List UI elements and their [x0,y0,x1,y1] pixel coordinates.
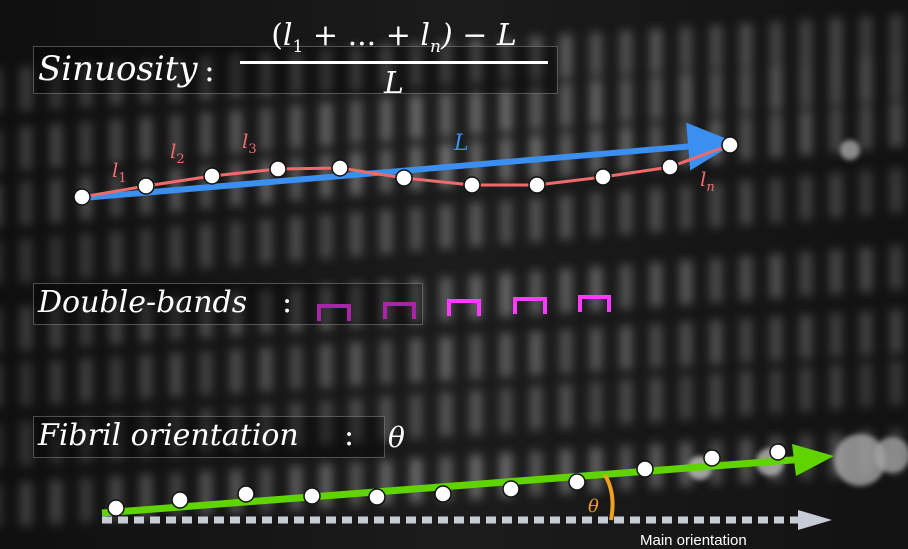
main-orientation-arrowhead [798,510,832,530]
sample-point [637,461,653,477]
sample-point [74,189,90,205]
sample-point [704,450,720,466]
sinuosity-label: Sinuosity [38,49,198,89]
sample-point [529,177,545,193]
fibril-orientation-label-box: Fibril orientation : [33,416,385,458]
sample-point [770,444,786,460]
fraction-denominator: L [236,66,552,101]
angle-arc [605,475,613,520]
fibril-orientation-label: Fibril orientation [38,418,299,453]
fraction-numerator: (l1 + ... + ln) − L [236,18,552,57]
sample-point [172,492,188,508]
angle-theta-label: θ [588,496,599,517]
sample-point [204,168,220,184]
orientation-diagram: θ Main orientation [102,444,834,549]
sample-point [722,137,738,153]
double-bands-label: Double-bands [38,285,247,320]
sample-point [238,486,254,502]
sample-point [138,178,154,194]
fibril-orientation-colon: : [344,418,354,453]
segment-label-l2: l2 [170,139,185,167]
sample-point [435,486,451,502]
sample-point [304,488,320,504]
sinuosity-fraction: (l1 + ... + ln) − L L [236,18,552,118]
double-bands-label-box: Double-bands : [33,283,423,325]
double-band-bracket [580,297,609,312]
theta-symbol: θ [388,421,405,454]
segment-label-l1: l1 [112,158,127,186]
chord-label-L: L [453,131,469,156]
sinuosity-diagram: l1 l2 l3 ln L [74,129,738,205]
sample-point [569,474,585,490]
sample-point [270,161,286,177]
fraction-bar [240,61,548,64]
fibril-orientation-arrowhead [792,444,834,476]
double-bands-colon: : [282,285,292,320]
fibril-orientation-arrow [102,459,805,513]
segment-label-l3: l3 [242,129,257,157]
double-band-bracket [449,301,479,316]
sample-point [332,160,348,176]
sample-point [108,500,124,516]
sample-point [396,170,412,186]
main-orientation-label: Main orientation [640,532,747,549]
segment-label-ln: ln [700,167,715,195]
double-band-bracket [515,299,545,314]
sample-point [503,481,519,497]
sample-point [464,177,480,193]
sample-point [595,169,611,185]
sample-point [369,489,385,505]
sinuosity-colon: : [204,51,215,89]
sample-point [662,159,678,175]
